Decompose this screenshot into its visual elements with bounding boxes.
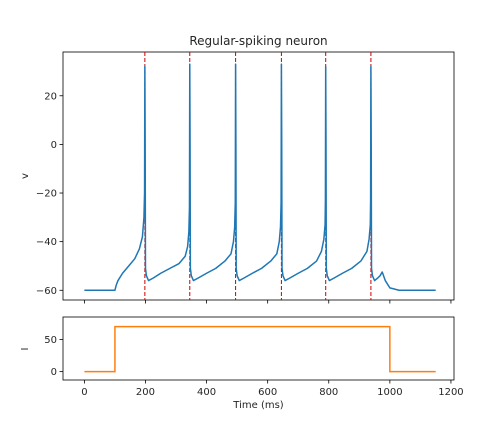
voltage-axes-frame xyxy=(62,51,455,301)
voltage-x-ticks xyxy=(83,300,452,304)
x-tick-label: 1200 xyxy=(438,387,463,398)
current-axes-frame xyxy=(62,316,455,381)
x-tick-label: 0 xyxy=(81,387,87,398)
chart-title: Regular-spiking neuron xyxy=(189,34,327,48)
y-tick-label: 20 xyxy=(44,91,57,102)
voltage-y-axis-label: v xyxy=(20,173,31,179)
voltage-y-ticks: −60 −40 −20 0 20 xyxy=(36,91,63,297)
x-tick-label: 400 xyxy=(197,387,216,398)
y-tick-label: −20 xyxy=(36,189,57,200)
x-tick-label: 200 xyxy=(136,387,155,398)
current-trace xyxy=(84,325,436,373)
voltage-trace xyxy=(84,63,436,292)
current-y-ticks: 0 50 xyxy=(44,335,63,378)
current-panel: 0 200 400 600 800 1000 1200 0 50 Time (ms) I xyxy=(20,316,464,411)
y-tick-label: 50 xyxy=(44,335,57,346)
y-tick-label: −60 xyxy=(36,286,57,297)
current-x-ticks: 0 200 400 600 800 1000 1200 xyxy=(81,380,464,398)
y-tick-label: 0 xyxy=(51,367,57,378)
y-tick-label: 0 xyxy=(51,140,57,151)
current-y-axis-label: I xyxy=(20,348,31,351)
x-tick-label: 1000 xyxy=(377,387,402,398)
time-x-axis-label: Time (ms) xyxy=(232,400,284,411)
voltage-panel: −60 −40 −20 0 20 Regular-spiking neuron v xyxy=(20,34,455,304)
x-tick-label: 800 xyxy=(319,387,338,398)
x-tick-label: 600 xyxy=(258,387,277,398)
y-tick-label: −40 xyxy=(36,237,57,248)
